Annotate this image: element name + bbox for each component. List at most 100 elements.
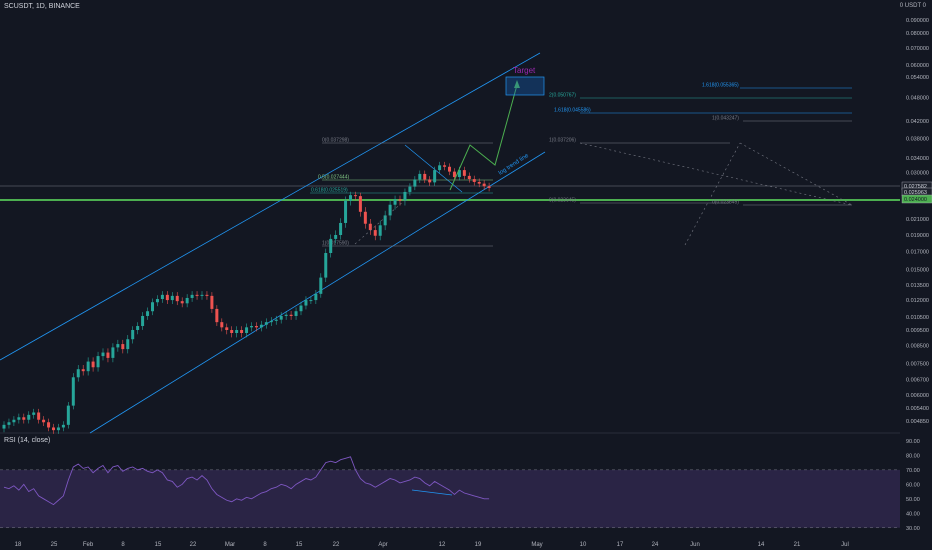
candle-body <box>52 427 55 431</box>
time-tick-label: 15 <box>155 542 162 548</box>
candle-body <box>388 204 392 216</box>
rsi-pane: 90.00 80.00 70.00 60.00 50.00 40.00 30.00 <box>0 439 920 532</box>
candle-body <box>482 183 486 187</box>
candle-body <box>76 369 80 378</box>
price-tick-label: 0.080000 <box>906 31 929 37</box>
candle-body <box>309 300 313 302</box>
candle-body <box>240 330 244 334</box>
time-axis[interactable]: 18 25 Feb 8 15 22 Mar 8 15 22 Apr 12 19 May 10 17 24 Jun 1… <box>15 542 849 548</box>
candle-body <box>27 414 31 420</box>
fib-level-label: 0(0.023645) <box>549 198 576 204</box>
time-tick-label: 15 <box>296 542 303 548</box>
candle-body <box>96 356 100 368</box>
candle-body <box>334 235 338 239</box>
price-tick-label: 0.004850 <box>906 419 929 425</box>
candle-body <box>319 277 323 294</box>
candle-body <box>101 352 105 357</box>
candle-body <box>487 186 491 188</box>
candle-body <box>210 295 214 309</box>
candle-body <box>418 173 422 180</box>
time-tick-label: Jul <box>841 542 849 548</box>
candle-body <box>86 361 90 372</box>
candle-body <box>408 186 412 192</box>
price-tick-label: 0.009500 <box>906 328 929 334</box>
candle-body <box>378 225 382 236</box>
price-tag-box <box>901 194 932 204</box>
candle-body <box>185 297 189 304</box>
time-tick-label: 17 <box>617 542 624 548</box>
candle-body <box>245 327 249 334</box>
time-tick-label: 18 <box>15 542 22 548</box>
time-tick-label: 8 <box>263 542 267 548</box>
fib-levels: 0(0.037298) 0.5(0.027444) 0.618(0.025519) 1… <box>310 83 852 247</box>
price-tick-label: 0.019000 <box>906 233 929 239</box>
candle-body <box>413 179 417 187</box>
candle-body <box>393 199 397 205</box>
candle-body <box>443 165 447 167</box>
forecast-dash-1 <box>579 142 853 206</box>
price-tick-label: 0.007500 <box>906 361 929 367</box>
candle-body <box>136 326 140 330</box>
candle-body <box>2 424 6 429</box>
candle-body <box>151 302 154 312</box>
time-tick-label: 22 <box>190 542 197 548</box>
candle-body <box>230 330 234 334</box>
candle-body <box>47 422 51 428</box>
candle-body <box>314 293 318 301</box>
candle-body <box>17 417 21 420</box>
price-tick-label: 0.008500 <box>906 344 929 350</box>
candle-body <box>195 294 199 296</box>
time-tick-label: 10 <box>580 542 587 548</box>
candle-body <box>438 165 442 171</box>
candle-body <box>467 175 471 180</box>
price-tick-label: 0.015000 <box>906 268 929 274</box>
candle-body <box>254 326 258 328</box>
time-tick-label: Feb <box>83 542 94 548</box>
price-tick-label: 0.070000 <box>906 46 929 52</box>
time-tick-label: 25 <box>51 542 58 548</box>
candle-body <box>433 170 437 183</box>
candle-body <box>398 199 402 201</box>
rsi-tick-label: 80.00 <box>906 453 920 459</box>
channel-upper-line <box>0 52 541 361</box>
candle-body <box>462 170 466 176</box>
candle-body <box>170 295 174 301</box>
candle-body <box>190 294 194 298</box>
candle-body <box>205 294 209 296</box>
candle-body <box>250 326 253 328</box>
target-box <box>505 76 545 96</box>
forecast-dash-3 <box>739 142 853 206</box>
candle-body <box>452 171 456 178</box>
candle-body <box>294 311 298 316</box>
fib-level-label: 1.618(0.055365) <box>702 83 739 89</box>
time-tick-label: 19 <box>475 542 482 548</box>
fib-level-label: 1(0.017590) <box>322 241 349 247</box>
candle-body <box>225 327 229 330</box>
candle-body <box>121 344 125 350</box>
price-tick-label: 0.012000 <box>906 298 929 304</box>
time-tick-label: 21 <box>794 542 801 548</box>
price-tick-label: 0.054000 <box>906 75 929 81</box>
time-tick-label: May <box>531 542 542 548</box>
candle-body <box>383 215 387 226</box>
time-tick-label: 12 <box>439 542 446 548</box>
time-tick-label: Apr <box>378 542 387 548</box>
candle-body <box>363 211 367 224</box>
grid <box>0 185 900 434</box>
candle-body <box>304 300 308 306</box>
rsi-band-fill <box>0 469 900 528</box>
price-tag-label: 0.027582 <box>904 184 927 190</box>
candle-body <box>141 315 145 327</box>
rsi-tick-label: 30.00 <box>906 526 920 532</box>
candle-body <box>126 339 130 350</box>
candle-body <box>200 294 204 296</box>
time-tick-label: Jun <box>690 542 700 548</box>
candle-body <box>22 417 26 420</box>
price-tick-label: 0.034000 <box>906 156 929 162</box>
price-axis[interactable]: 0.090000 0.080000 0.070000 0.060000 0.054000… <box>901 18 932 425</box>
price-tick-label: 0.090000 <box>906 18 929 24</box>
price-tick-label: 0.042000 <box>906 119 929 125</box>
candle-body <box>448 166 451 172</box>
drawings: Target log trend line <box>354 66 853 246</box>
